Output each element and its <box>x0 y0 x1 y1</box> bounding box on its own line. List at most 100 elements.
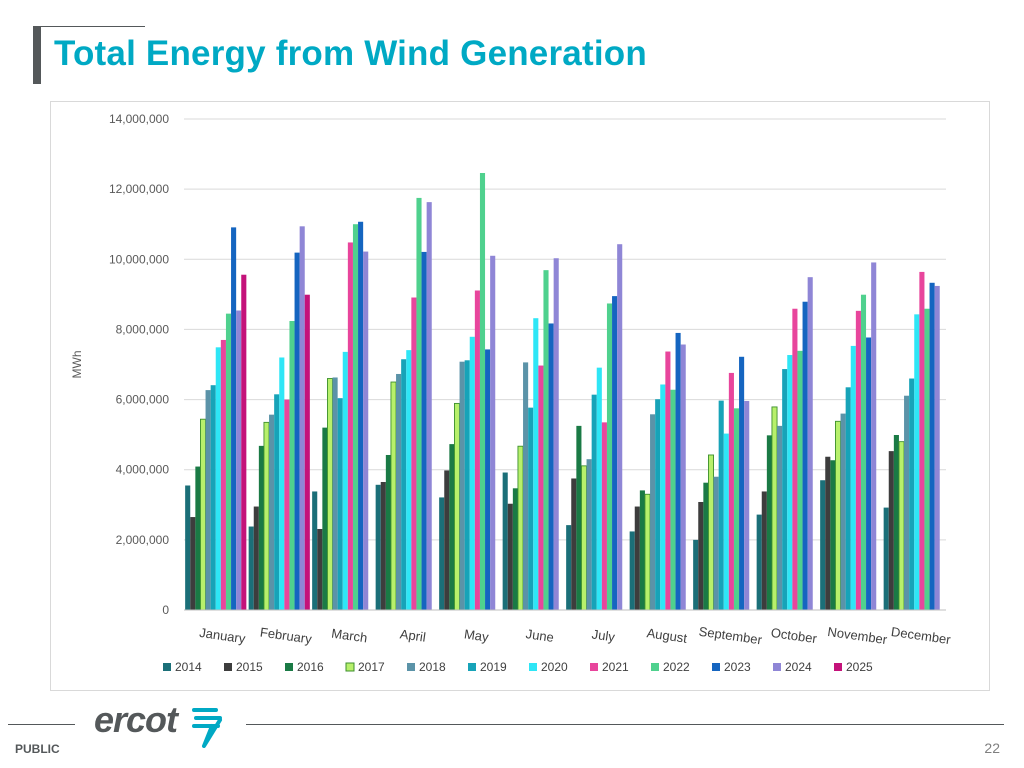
bar-2015-february <box>253 506 259 610</box>
bar-2024-november <box>871 262 877 610</box>
legend-label-2014: 2014 <box>175 660 202 674</box>
legend-label-2015: 2015 <box>236 660 263 674</box>
bar-2022-september <box>733 408 740 610</box>
bar-2022-june <box>543 270 549 610</box>
bar-2024-july <box>617 244 623 610</box>
bar-2021-april <box>411 297 417 610</box>
legend-swatch-2015 <box>224 663 232 671</box>
y-tick-label: 12,000,000 <box>109 182 169 196</box>
bar-2018-february <box>269 414 275 610</box>
x-tick-label: March <box>330 626 368 646</box>
x-tick-label: February <box>259 624 313 646</box>
x-tick-label: August <box>646 625 689 646</box>
bar-2015-january <box>190 517 196 610</box>
chart-frame: 0 2,000,000 4,000,000 6,000,000 8,000,000 10,… <box>50 101 990 691</box>
y-tick-label: 8,000,000 <box>116 322 170 336</box>
bar-2016-february <box>258 445 264 610</box>
bar-2020-november <box>850 345 856 610</box>
legend-swatch-2023 <box>712 663 720 671</box>
bar-2017-december <box>898 441 905 611</box>
bar-2016-november <box>830 460 836 610</box>
bar-2017-january <box>199 418 206 611</box>
legend-swatch-2025 <box>834 663 842 671</box>
bar-2014-january <box>185 485 191 610</box>
bar-2021-january <box>220 339 226 610</box>
x-tick-label: June <box>525 626 555 645</box>
bar-2017-may <box>454 402 461 611</box>
bar-2024-june <box>553 258 559 610</box>
bar-2018-september <box>713 476 719 610</box>
legend-swatch-2014 <box>163 663 171 671</box>
bar-2018-march <box>332 377 338 610</box>
legend-label-2021: 2021 <box>602 660 629 674</box>
bar-2020-march <box>342 351 348 610</box>
bar-2020-january <box>215 347 221 610</box>
title-accent-line <box>41 26 145 27</box>
bar-2023-february <box>294 252 300 611</box>
bar-2019-february <box>274 394 280 610</box>
slide-title: Total Energy from Wind Generation <box>54 34 647 73</box>
bar-2014-february <box>248 526 254 610</box>
bar-2020-february <box>279 357 285 610</box>
bar-2016-april <box>385 454 391 610</box>
bar-2014-june <box>502 472 508 610</box>
bar-2019-january <box>210 385 216 610</box>
bar-2023-november <box>866 337 872 610</box>
x-tick-label: May <box>463 626 490 644</box>
bar-2014-december <box>883 507 889 610</box>
bar-2022-march <box>352 224 359 610</box>
bar-2019-october <box>782 369 788 610</box>
bar-2018-august <box>650 414 656 610</box>
bar-2016-may <box>449 444 455 610</box>
bar-2022-may <box>479 173 486 610</box>
bar-2014-may <box>439 497 445 610</box>
bar-2021-november <box>855 310 861 610</box>
bar-2019-september <box>718 400 724 610</box>
bar-2016-march <box>322 427 328 610</box>
bar-2023-january <box>231 227 237 610</box>
bar-2019-march <box>337 398 343 610</box>
bar-2015-october <box>761 491 767 610</box>
bar-2024-february <box>299 226 305 610</box>
bar-2016-october <box>766 435 772 610</box>
legend-label-2020: 2020 <box>541 660 568 674</box>
bar-2018-december <box>904 395 910 610</box>
legend-label-2025: 2025 <box>846 660 873 674</box>
legend-label-2019: 2019 <box>480 660 507 674</box>
bar-2017-october <box>771 406 778 611</box>
bar-2017-june <box>517 445 524 611</box>
bar-2020-august <box>660 384 666 610</box>
bar-2014-july <box>566 525 572 610</box>
bar-2017-july <box>581 465 588 611</box>
legend-label-2023: 2023 <box>724 660 751 674</box>
bar-2016-december <box>893 434 899 610</box>
ercot-logo-text: ercot <box>94 699 178 740</box>
title-accent-bar <box>33 26 41 84</box>
bar-2024-april <box>426 202 432 610</box>
bar-2020-april <box>406 350 412 610</box>
bar-2019-november <box>845 387 851 610</box>
bar-2024-october <box>807 277 813 610</box>
bar-2018-july <box>586 459 592 610</box>
bar-2018-april <box>396 373 402 610</box>
legend-swatch-2016 <box>285 663 293 671</box>
legend-label-2016: 2016 <box>297 660 324 674</box>
bar-2024-september <box>744 400 750 610</box>
legend-label-2024: 2024 <box>785 660 812 674</box>
bar-2021-february <box>284 399 290 610</box>
bar-2022-december <box>924 308 930 610</box>
bar-2018-october <box>777 425 783 610</box>
bar-2022-january <box>225 313 232 610</box>
bar-2014-november <box>820 480 826 610</box>
bar-2014-august <box>629 531 635 610</box>
bar-2023-december <box>929 282 935 610</box>
y-tick-label: 6,000,000 <box>116 393 170 407</box>
legend-label-2017: 2017 <box>358 660 385 674</box>
bar-2020-may <box>469 336 475 610</box>
bar-2015-march <box>317 528 323 610</box>
y-tick-label: 2,000,000 <box>116 533 170 547</box>
x-tick-label: November <box>827 624 889 647</box>
x-tick-label: July <box>591 627 616 645</box>
bar-2021-march <box>347 242 353 611</box>
bar-2020-june <box>533 318 539 610</box>
